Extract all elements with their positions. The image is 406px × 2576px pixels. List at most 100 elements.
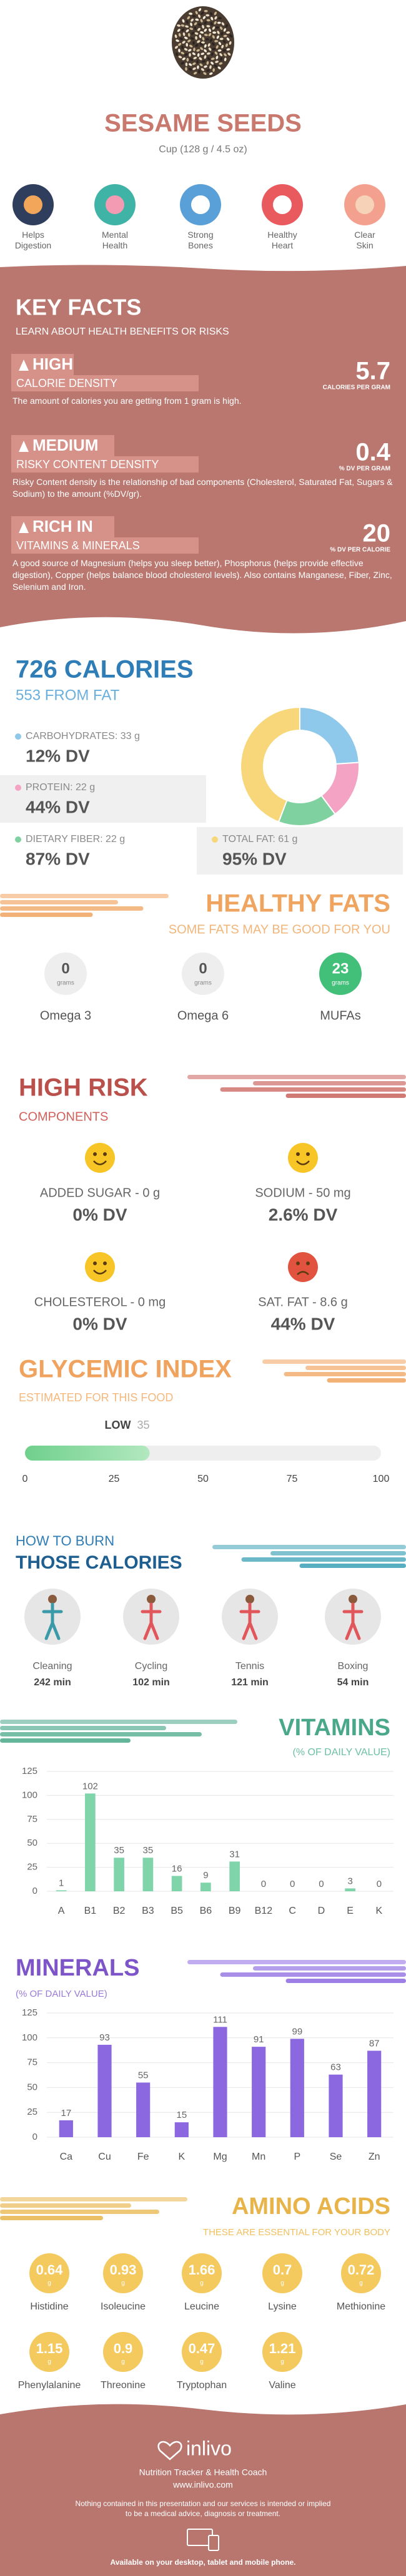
brand: inlivo — [186, 2437, 232, 2459]
seed — [199, 63, 203, 67]
seed — [219, 26, 223, 30]
seed — [208, 28, 211, 32]
metric-badge — [11, 456, 199, 473]
risk-label: ADDED SUGAR - 0 g — [40, 1186, 160, 1200]
decor-stripe — [284, 1372, 406, 1376]
seed — [209, 72, 213, 76]
fat-unit: grams — [57, 980, 74, 987]
seed — [226, 31, 230, 34]
amino-name: Isoleucine — [101, 2301, 146, 2312]
seed — [191, 31, 195, 35]
bar — [367, 2050, 382, 2137]
url: www.inlivo.com — [172, 2480, 233, 2490]
seed — [202, 25, 205, 29]
value-label: 15 — [176, 2110, 187, 2120]
seed — [212, 35, 215, 39]
fact-value: 5.7 — [355, 358, 390, 385]
amino-unit: g — [200, 2359, 204, 2366]
seed — [193, 56, 197, 60]
fact-unit: CALORIES PER GRAM — [323, 384, 390, 391]
amino-name: Threonine — [101, 2380, 146, 2391]
seed — [227, 52, 231, 56]
decor-stripe — [220, 1972, 406, 1977]
nutrient-bullet — [15, 836, 21, 843]
seed — [181, 24, 185, 27]
seed — [220, 32, 224, 36]
bar — [229, 1861, 240, 1891]
emoji-eye — [93, 1261, 97, 1265]
seed — [214, 16, 217, 20]
seed — [209, 39, 212, 42]
value-label: 0 — [290, 1879, 295, 1889]
seed — [194, 26, 197, 31]
x-tick-label: Cu — [98, 2152, 111, 2162]
x-tick-label: B6 — [200, 1906, 212, 1916]
seed — [226, 48, 230, 51]
tagline: Nutrition Tracker & Health Coach — [139, 2467, 267, 2477]
seed — [196, 49, 201, 52]
seed — [189, 63, 192, 66]
seed — [197, 23, 202, 26]
x-tick-label: B9 — [229, 1906, 241, 1916]
decor-stripe — [327, 1378, 406, 1383]
seed — [217, 49, 222, 52]
metric: CALORIE DENSITY — [16, 377, 117, 389]
y-tick-label: 75 — [27, 1814, 37, 1824]
seed — [177, 24, 181, 27]
level: HIGH — [32, 355, 73, 373]
seed — [177, 29, 181, 32]
gi-bar — [25, 1446, 150, 1461]
amino-value: 0.47 — [189, 2341, 215, 2356]
seed — [214, 40, 219, 42]
seed — [201, 11, 204, 15]
seed — [224, 57, 227, 62]
benefit-label: Strong Bones — [187, 230, 214, 250]
decor-stripe — [299, 1564, 406, 1568]
seed — [199, 34, 202, 39]
fact-text: A good source of Magnesium (helps you sl… — [12, 558, 392, 592]
seed — [174, 34, 177, 39]
value-label: 55 — [138, 2070, 149, 2080]
amino-value: 1.15 — [36, 2341, 63, 2356]
nutrient-dv: 12% DV — [26, 746, 90, 765]
amino-unit: g — [280, 2359, 284, 2366]
benefit-icon-detail — [24, 195, 42, 214]
level: MEDIUM — [32, 436, 98, 454]
section-title: THOSE CALORIES — [16, 1552, 182, 1573]
seed — [197, 40, 201, 43]
amino-unit: g — [280, 2280, 284, 2287]
seed — [174, 46, 179, 49]
x-tick-label: A — [58, 1906, 65, 1916]
amino-value: 1.66 — [189, 2262, 215, 2278]
seed — [200, 19, 203, 23]
bar — [329, 2074, 343, 2137]
fat-name: Omega 3 — [40, 1009, 91, 1022]
emoji-mouth — [93, 1160, 107, 1165]
amino-value: 0.7 — [273, 2262, 292, 2278]
value-label: 9 — [203, 1870, 208, 1881]
x-tick-label: B1 — [84, 1906, 97, 1916]
seed — [181, 28, 185, 32]
seed — [193, 72, 197, 75]
seed — [199, 42, 203, 46]
seed — [214, 11, 217, 16]
value-label: 87 — [369, 2038, 380, 2049]
seed — [202, 16, 206, 19]
seed — [186, 20, 189, 24]
seed — [178, 42, 182, 46]
level-icon — [19, 360, 29, 371]
fat-name: Omega 6 — [177, 1009, 229, 1022]
value-label: 35 — [143, 1845, 154, 1856]
chart-subtitle: (% OF DAILY VALUE) — [16, 1989, 107, 1999]
nutrient-dv: 44% DV — [26, 797, 90, 816]
seed — [217, 66, 221, 70]
seed — [215, 56, 219, 59]
seed — [197, 53, 200, 57]
seed — [210, 22, 213, 26]
nutrient-label: CARBOHYDRATES: 33 g — [26, 731, 140, 742]
risk-label: SAT. FAT - 8.6 g — [258, 1295, 347, 1309]
benefit-label: Helps Digestion — [14, 230, 52, 250]
seed — [192, 41, 195, 45]
decor-stripe — [262, 1359, 406, 1364]
seed — [209, 65, 212, 69]
